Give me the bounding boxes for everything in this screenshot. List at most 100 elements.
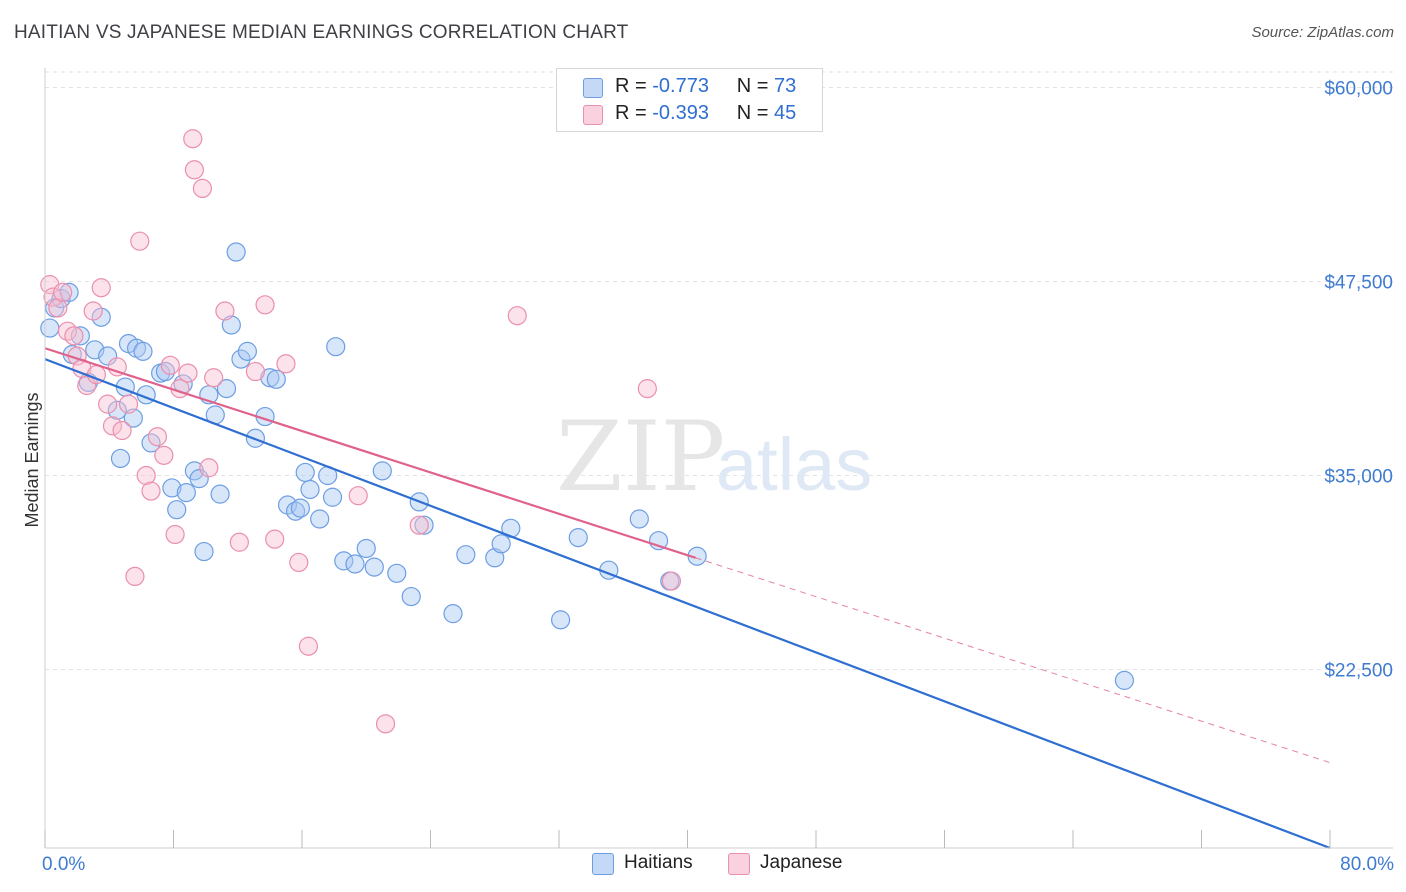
haitian-point-51 xyxy=(356,538,376,559)
japanese-point-28 xyxy=(184,160,204,180)
haitian-point-39 xyxy=(266,369,286,389)
japanese-point-29 xyxy=(192,178,213,198)
chart-source: Source: ZipAtlas.com xyxy=(1251,24,1394,41)
x-tick-label-min: 0.0% xyxy=(42,854,85,875)
y-tick-label-0: $60,000 xyxy=(1324,79,1393,100)
japanese-trend-extension xyxy=(695,557,1331,764)
haitian-point-32 xyxy=(221,315,241,335)
haitian-point-5 xyxy=(70,326,90,346)
haitian-point-43 xyxy=(295,462,315,483)
japanese-point-40 xyxy=(348,486,368,506)
japanese-point-27 xyxy=(183,129,203,149)
japanese-point-19 xyxy=(136,465,156,486)
japanese-point-35 xyxy=(255,295,275,315)
japanese-r-value: -0.393 xyxy=(652,102,709,124)
haitians-r-value: -0.773 xyxy=(652,75,709,97)
haitian-point-11 xyxy=(110,448,131,469)
japanese-point-17 xyxy=(125,566,145,587)
haitian-point-55 xyxy=(401,586,421,607)
haitians-r-label: R = xyxy=(615,75,647,97)
haitian-point-35 xyxy=(237,341,257,361)
japanese-r-label: R = xyxy=(615,102,647,124)
y-tick-label-3: $22,500 xyxy=(1324,661,1393,682)
haitian-point-33 xyxy=(226,242,246,262)
haitian-point-47 xyxy=(322,487,343,507)
haitian-point-24 xyxy=(176,482,196,503)
haitian-point-45 xyxy=(310,509,330,529)
haitian-point-61 xyxy=(491,534,511,554)
japanese-point-37 xyxy=(276,354,296,374)
japanese-point-1 xyxy=(43,287,63,307)
haitian-point-34 xyxy=(231,349,251,369)
japanese-swatch xyxy=(583,105,603,125)
haitian-point-60 xyxy=(485,548,505,568)
haitian-point-64 xyxy=(568,527,588,548)
haitian-point-0 xyxy=(40,318,60,338)
haitian-point-50 xyxy=(345,554,365,574)
haitian-point-49 xyxy=(334,551,354,571)
japanese-n-value: 45 xyxy=(774,102,797,124)
haitian-point-10 xyxy=(107,400,127,420)
japanese-point-23 xyxy=(160,355,180,375)
watermark-zip: ZIP xyxy=(556,401,725,513)
japanese-point-33 xyxy=(229,532,249,552)
japanese-point-22 xyxy=(154,445,174,465)
japanese-point-39 xyxy=(298,636,319,656)
japanese-point-41 xyxy=(375,714,396,734)
japanese-point-11 xyxy=(91,278,111,298)
japanese-point-14 xyxy=(107,357,127,377)
japanese-point-30 xyxy=(199,458,219,478)
haitian-point-58 xyxy=(443,604,463,624)
japanese-point-32 xyxy=(215,301,235,321)
japanese-point-36 xyxy=(265,529,285,549)
correlation-legend: R = -0.773 N = 73 R = -0.393 N = 45 xyxy=(556,68,823,132)
japanese-legend-label: Japanese xyxy=(760,852,843,873)
haitian-point-57 xyxy=(414,515,434,535)
haitians-n-value: 73 xyxy=(774,75,797,97)
japanese-point-5 xyxy=(64,326,84,346)
japanese-point-18 xyxy=(130,231,150,251)
haitians-trend-line xyxy=(44,358,1331,850)
haitian-point-31 xyxy=(216,379,237,399)
japanese-point-38 xyxy=(289,552,309,573)
japanese-point-2 xyxy=(48,298,68,318)
japanese-point-24 xyxy=(165,524,185,545)
y-tick-labels: $60,000 $47,500 $35,000 $22,500 xyxy=(1324,79,1393,682)
haitian-point-63 xyxy=(551,610,571,630)
japanese-legend-swatch xyxy=(728,853,750,875)
japanese-point-21 xyxy=(147,427,168,447)
haitian-point-59 xyxy=(456,545,476,565)
haitians-legend-swatch xyxy=(592,853,614,875)
x-tick-label-max: 80.0% xyxy=(1340,854,1394,875)
watermark-atlas: atlas xyxy=(716,423,872,506)
haitian-point-70 xyxy=(1114,670,1135,690)
haitians-n-label: N = xyxy=(736,75,769,97)
japanese-point-9 xyxy=(83,301,103,321)
y-tick-label-2: $35,000 xyxy=(1324,467,1393,488)
haitian-point-9 xyxy=(98,346,118,366)
haitian-point-21 xyxy=(162,478,182,498)
haitian-point-38 xyxy=(260,368,280,388)
japanese-point-34 xyxy=(245,361,266,382)
haitian-point-30 xyxy=(210,484,230,504)
haitian-point-53 xyxy=(372,461,392,481)
y-tick-label-1: $47,500 xyxy=(1324,273,1393,294)
haitians-legend-label: Haitians xyxy=(624,852,693,873)
japanese-point-43 xyxy=(507,306,527,326)
japanese-point-16 xyxy=(118,394,139,414)
japanese-point-44 xyxy=(637,379,657,399)
japanese-point-42 xyxy=(409,515,429,535)
japanese-point-12 xyxy=(98,394,118,414)
haitian-point-66 xyxy=(629,509,649,529)
japanese-point-20 xyxy=(141,481,161,501)
haitian-point-22 xyxy=(167,500,187,520)
haitian-point-26 xyxy=(189,469,209,489)
haitian-point-16 xyxy=(133,341,153,361)
japanese-point-3 xyxy=(53,282,73,302)
chart-title: HAITIAN VS JAPANESE MEDIAN EARNINGS CORR… xyxy=(14,22,629,43)
haitian-point-48 xyxy=(326,337,346,357)
haitian-point-42 xyxy=(290,498,310,518)
japanese-point-8 xyxy=(77,375,97,396)
haitian-point-52 xyxy=(364,557,384,577)
trend-lines xyxy=(44,347,1331,850)
